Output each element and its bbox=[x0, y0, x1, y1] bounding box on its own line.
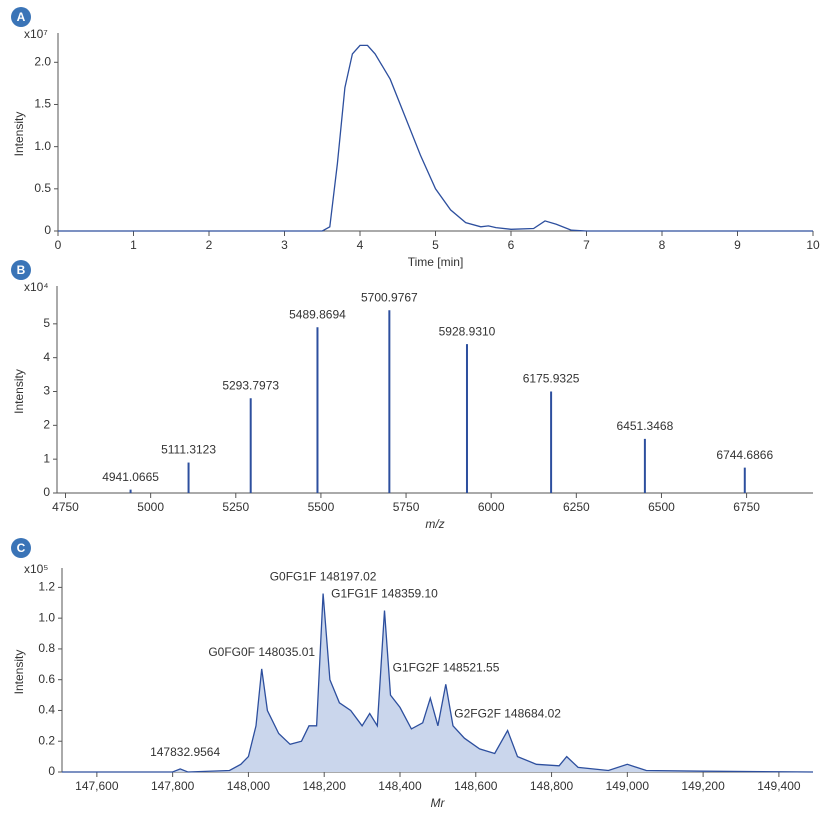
x-tick-label: 1 bbox=[130, 238, 137, 252]
x-tick-label: 148,600 bbox=[454, 779, 498, 793]
peak-annotation: G1FG2F 148521.55 bbox=[393, 660, 500, 674]
y-tick-label: 0.8 bbox=[38, 641, 55, 655]
peak-annotation: G0FG1F 148197.02 bbox=[270, 570, 377, 584]
y-multiplier: x10⁵ bbox=[24, 562, 48, 576]
x-tick-label: 6250 bbox=[563, 500, 590, 514]
y-tick-label: 3 bbox=[43, 384, 50, 398]
y-tick-label: 0.2 bbox=[38, 733, 55, 747]
x-tick-label: 5000 bbox=[137, 500, 164, 514]
peak-label: 5700.9767 bbox=[361, 290, 418, 304]
x-tick-label: 8 bbox=[659, 238, 666, 252]
panel-badge bbox=[11, 7, 31, 27]
panel-label: B bbox=[17, 263, 26, 277]
peak-label: 6744.6866 bbox=[716, 448, 773, 462]
x-tick-label: 148,200 bbox=[303, 779, 347, 793]
y-tick-label: 1.0 bbox=[34, 139, 51, 153]
x-tick-label: 6500 bbox=[648, 500, 675, 514]
x-tick-label: 149,200 bbox=[681, 779, 725, 793]
x-tick-label: 147,800 bbox=[151, 779, 195, 793]
peak-label: 5928.9310 bbox=[439, 324, 496, 338]
y-tick-label: 0.6 bbox=[38, 672, 55, 686]
x-tick-label: 5250 bbox=[222, 500, 249, 514]
x-tick-label: 6 bbox=[508, 238, 515, 252]
peak-annotation: 147832.9564 bbox=[150, 745, 220, 759]
peak-label: 6451.3468 bbox=[617, 419, 674, 433]
y-multiplier: x10⁷ bbox=[24, 27, 48, 41]
y-tick-label: 5 bbox=[43, 316, 50, 330]
peak-label: 6175.9325 bbox=[523, 372, 580, 386]
x-tick-label: 148,800 bbox=[530, 779, 574, 793]
panel-label: A bbox=[17, 10, 26, 24]
data-area bbox=[62, 593, 813, 772]
peak-label: 5489.8694 bbox=[289, 307, 346, 321]
peak-label: 5111.3123 bbox=[161, 443, 216, 457]
data-line bbox=[58, 44, 813, 232]
x-tick-label: 0 bbox=[55, 238, 62, 252]
peak-annotation: G2FG2F 148684.02 bbox=[454, 707, 561, 721]
x-tick-label: 149,400 bbox=[757, 779, 801, 793]
peak-annotation: G1FG1F 148359.10 bbox=[331, 587, 438, 601]
x-axis-title: m/z bbox=[425, 517, 444, 531]
y-multiplier: x10⁴ bbox=[24, 280, 49, 294]
x-tick-label: 4 bbox=[357, 238, 364, 252]
y-tick-label: 1.0 bbox=[38, 610, 55, 624]
x-tick-label: 6000 bbox=[478, 500, 505, 514]
peak-label: 4941.0665 bbox=[102, 470, 159, 484]
x-tick-label: 6750 bbox=[733, 500, 760, 514]
y-tick-label: 1.2 bbox=[38, 580, 55, 594]
y-tick-label: 1 bbox=[43, 451, 50, 465]
panel-badge bbox=[11, 538, 31, 558]
y-tick-label: 1.5 bbox=[34, 97, 51, 111]
x-tick-label: 5500 bbox=[308, 500, 335, 514]
x-tick-label: 3 bbox=[281, 238, 288, 252]
x-tick-label: 147,600 bbox=[75, 779, 119, 793]
x-tick-label: 10 bbox=[806, 238, 820, 252]
x-tick-label: 2 bbox=[206, 238, 213, 252]
x-tick-label: 5750 bbox=[393, 500, 420, 514]
y-axis-title: Intensity bbox=[12, 369, 26, 414]
panel-label: C bbox=[17, 541, 26, 555]
x-tick-label: 9 bbox=[734, 238, 741, 252]
y-tick-label: 0 bbox=[44, 223, 51, 237]
y-tick-label: 0 bbox=[48, 764, 55, 778]
x-axis-title: Time [min] bbox=[408, 255, 464, 269]
data-line bbox=[62, 593, 814, 773]
x-tick-label: 7 bbox=[583, 238, 590, 252]
y-tick-label: 0 bbox=[43, 485, 50, 499]
y-tick-label: 2.0 bbox=[34, 54, 51, 68]
panel-badge bbox=[11, 260, 31, 280]
y-axis-title: Intensity bbox=[12, 112, 26, 157]
y-tick-label: 2 bbox=[43, 418, 50, 432]
y-tick-label: 0.4 bbox=[38, 703, 55, 717]
x-tick-label: 148,400 bbox=[378, 779, 422, 793]
x-tick-label: 148,000 bbox=[227, 779, 271, 793]
y-tick-label: 4 bbox=[43, 350, 50, 364]
x-tick-label: 5 bbox=[432, 238, 439, 252]
peak-annotation: G0FG0F 148035.01 bbox=[208, 645, 315, 659]
y-tick-label: 0.5 bbox=[34, 181, 51, 195]
x-tick-label: 4750 bbox=[52, 500, 79, 514]
x-tick-label: 149,000 bbox=[606, 779, 650, 793]
x-axis-title: Mr bbox=[431, 796, 446, 810]
peak-label: 5293.7973 bbox=[222, 378, 279, 392]
y-axis-title: Intensity bbox=[12, 650, 26, 695]
